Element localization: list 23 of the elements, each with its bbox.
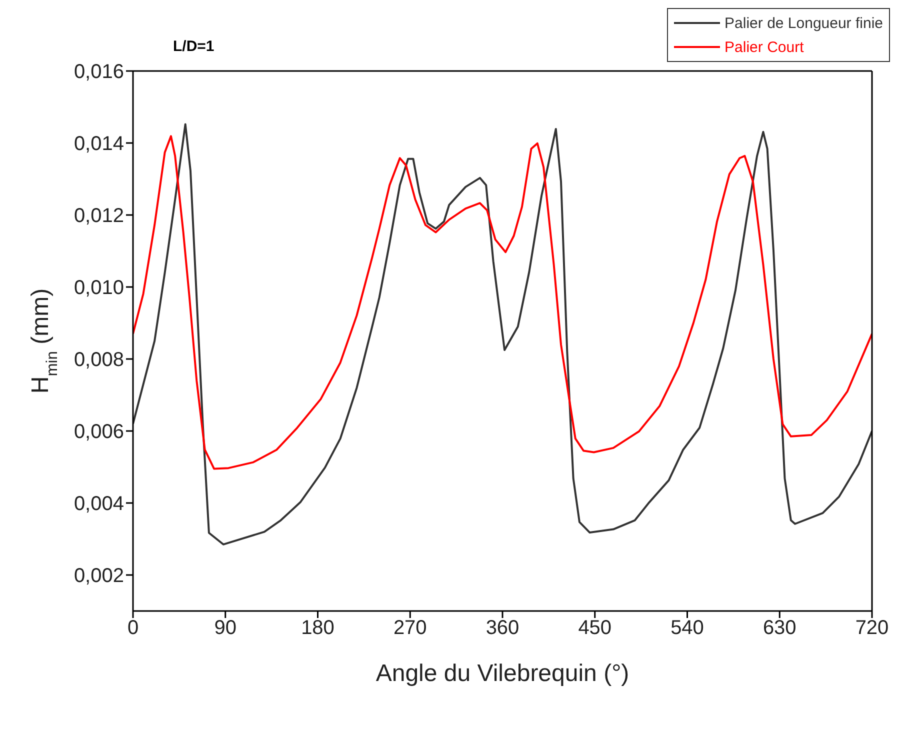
x-tick-label: 630 [762, 617, 796, 640]
x-tick-label: 90 [214, 617, 236, 640]
legend-label: Palier de Longueur finie [724, 14, 883, 32]
x-tick-label: 270 [393, 617, 427, 640]
x-tick-label: 450 [578, 617, 612, 640]
chart-title: L/D=1 [173, 38, 214, 55]
x-tick-label: 360 [486, 617, 520, 640]
y-tick-label: 0,012 [74, 205, 124, 228]
legend-label: Palier Court [724, 38, 804, 56]
y-tick-label: 0,014 [74, 133, 124, 156]
x-tick-label: 0 [127, 617, 139, 640]
line-series [133, 123, 872, 546]
y-tick-label: 0,006 [74, 421, 124, 444]
x-tick-label: 720 [855, 617, 889, 640]
y-tick-label: 0,010 [74, 277, 124, 300]
x-tick-label: 540 [670, 617, 704, 640]
y-tick-label: 0,008 [74, 349, 124, 372]
x-axis-title: Angle du Vilebrequin (°) [376, 660, 630, 687]
y-tick-label: 0,004 [74, 493, 124, 516]
y-tick-label: 0,016 [74, 61, 124, 84]
y-tick-label: 0,002 [74, 565, 124, 588]
x-tick-label: 180 [301, 617, 334, 640]
line-series [133, 135, 872, 470]
